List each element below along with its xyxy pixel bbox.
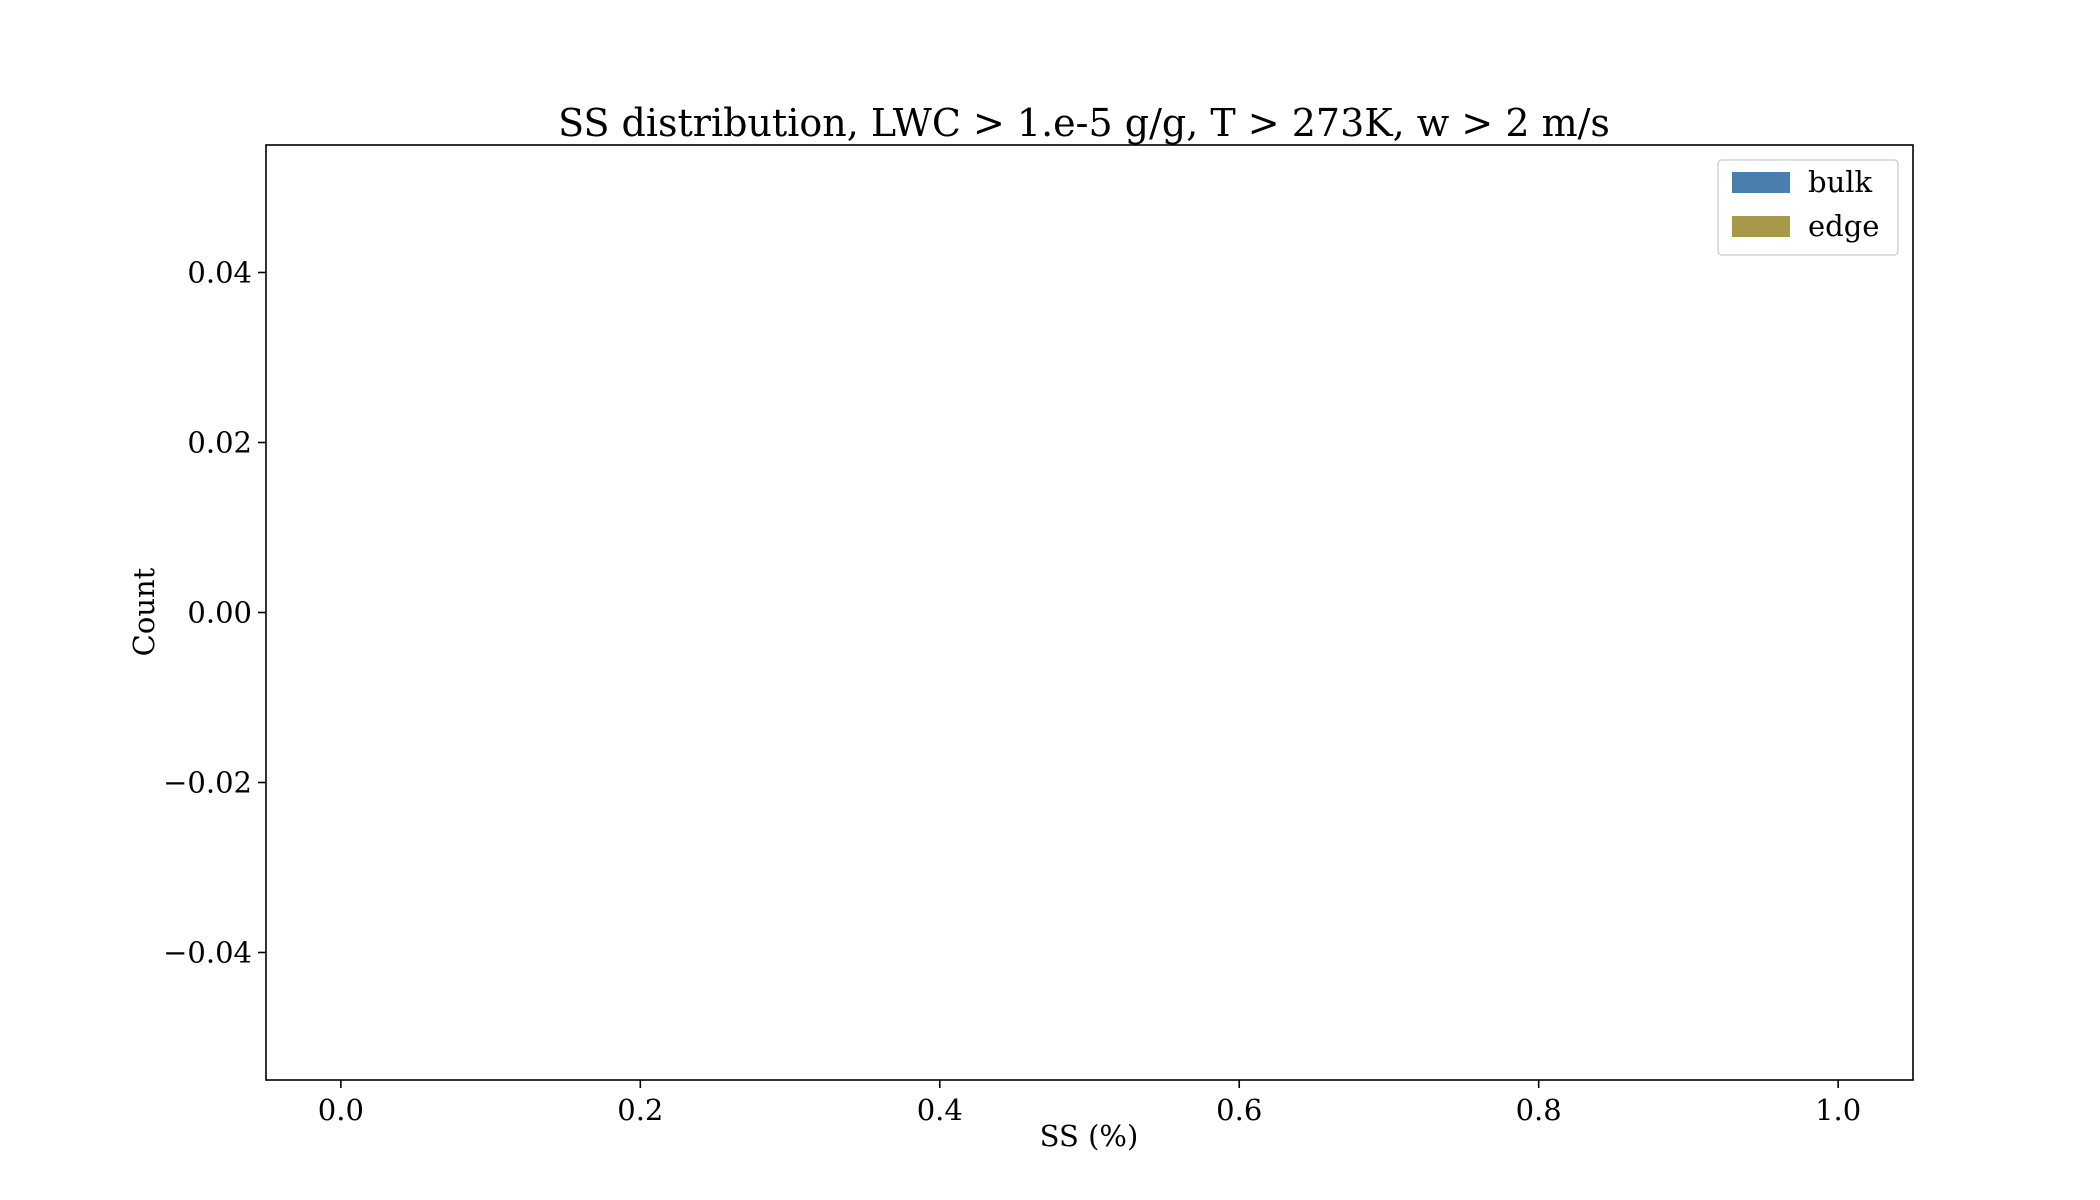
x-axis-label: SS (%)	[1040, 1119, 1139, 1153]
x-tick-label: 0.2	[617, 1093, 663, 1127]
y-tick-label: 0.00	[187, 596, 252, 630]
y-tick-label: −0.04	[163, 936, 252, 970]
legend-label: edge	[1808, 209, 1879, 243]
y-axis-ticks: 0.04 0.02 0.00 −0.02 −0.04	[163, 256, 266, 970]
y-tick-label: −0.02	[163, 766, 252, 800]
x-tick-label: 0.8	[1516, 1093, 1562, 1127]
chart-title: SS distribution, LWC > 1.e-5 g/g, T > 27…	[558, 101, 1610, 145]
x-axis-ticks: 0.0 0.2 0.4 0.6 0.8 1.0	[318, 1080, 1861, 1127]
legend-swatch	[1732, 172, 1790, 193]
y-tick-label: 0.02	[187, 426, 252, 460]
legend-label: bulk	[1808, 165, 1873, 199]
x-tick-label: 0.6	[1216, 1093, 1262, 1127]
y-tick-label: 0.04	[187, 256, 252, 290]
legend: bulk edge	[1717, 159, 1899, 256]
x-tick-label: 1.0	[1815, 1093, 1861, 1127]
x-tick-label: 0.4	[917, 1093, 963, 1127]
legend-swatch	[1732, 216, 1790, 237]
y-axis-label: Count	[127, 567, 161, 656]
x-tick-label: 0.0	[318, 1093, 364, 1127]
